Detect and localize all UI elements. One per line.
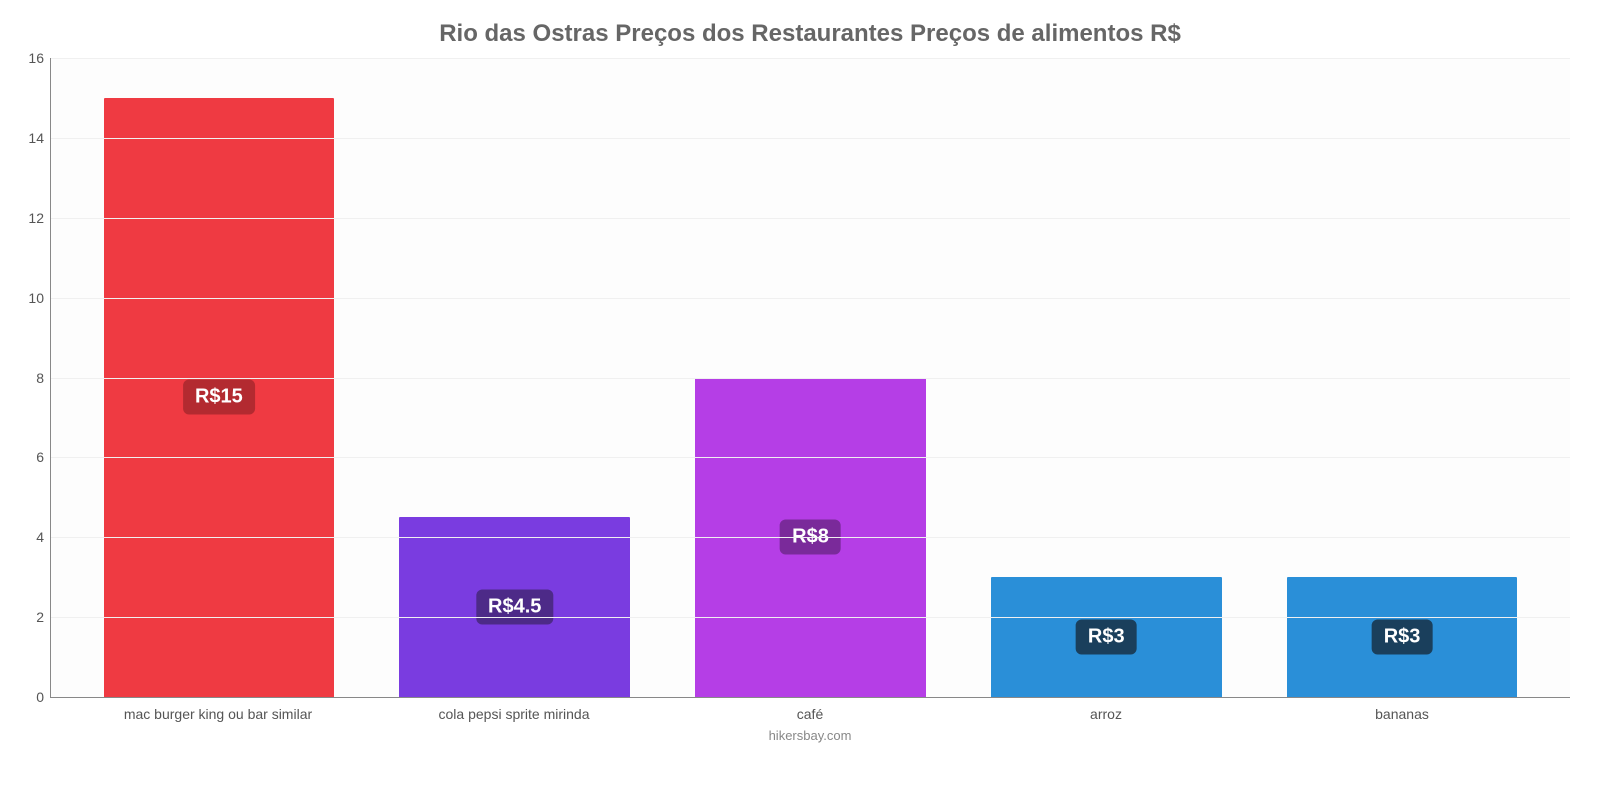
value-badge: R$3 [1372, 620, 1433, 655]
y-tick-label: 10 [16, 290, 44, 306]
grid-line [51, 218, 1570, 219]
x-tick-label: mac burger king ou bar similar [70, 706, 366, 722]
bar: R$3 [991, 577, 1222, 697]
y-tick-label: 4 [16, 529, 44, 545]
bar: R$4.5 [399, 517, 630, 697]
bar: R$15 [104, 98, 335, 697]
y-tick-label: 2 [16, 609, 44, 625]
y-tick-label: 14 [16, 130, 44, 146]
source-label: hikersbay.com [50, 728, 1570, 743]
y-tick-label: 8 [16, 370, 44, 386]
y-tick-label: 16 [16, 50, 44, 66]
value-badge: R$4.5 [476, 590, 553, 625]
grid-line [51, 457, 1570, 458]
x-tick-label: arroz [958, 706, 1254, 722]
value-badge: R$3 [1076, 620, 1137, 655]
x-axis-labels: mac burger king ou bar similarcola pepsi… [50, 698, 1570, 722]
y-tick-label: 6 [16, 449, 44, 465]
x-tick-label: bananas [1254, 706, 1550, 722]
grid-line [51, 378, 1570, 379]
grid-line [51, 537, 1570, 538]
grid-line [51, 138, 1570, 139]
grid-line [51, 298, 1570, 299]
x-tick-label: café [662, 706, 958, 722]
x-tick-label: cola pepsi sprite mirinda [366, 706, 662, 722]
grid-line [51, 617, 1570, 618]
value-badge: R$15 [183, 380, 255, 415]
y-tick-label: 12 [16, 210, 44, 226]
y-tick-label: 0 [16, 689, 44, 705]
plot-area: R$15R$4.5R$8R$3R$3 0246810121416 [50, 58, 1570, 698]
bar: R$3 [1287, 577, 1518, 697]
chart-container: Rio das Ostras Preços dos Restaurantes P… [0, 0, 1600, 800]
chart-title: Rio das Ostras Preços dos Restaurantes P… [50, 20, 1570, 48]
grid-line [51, 58, 1570, 59]
